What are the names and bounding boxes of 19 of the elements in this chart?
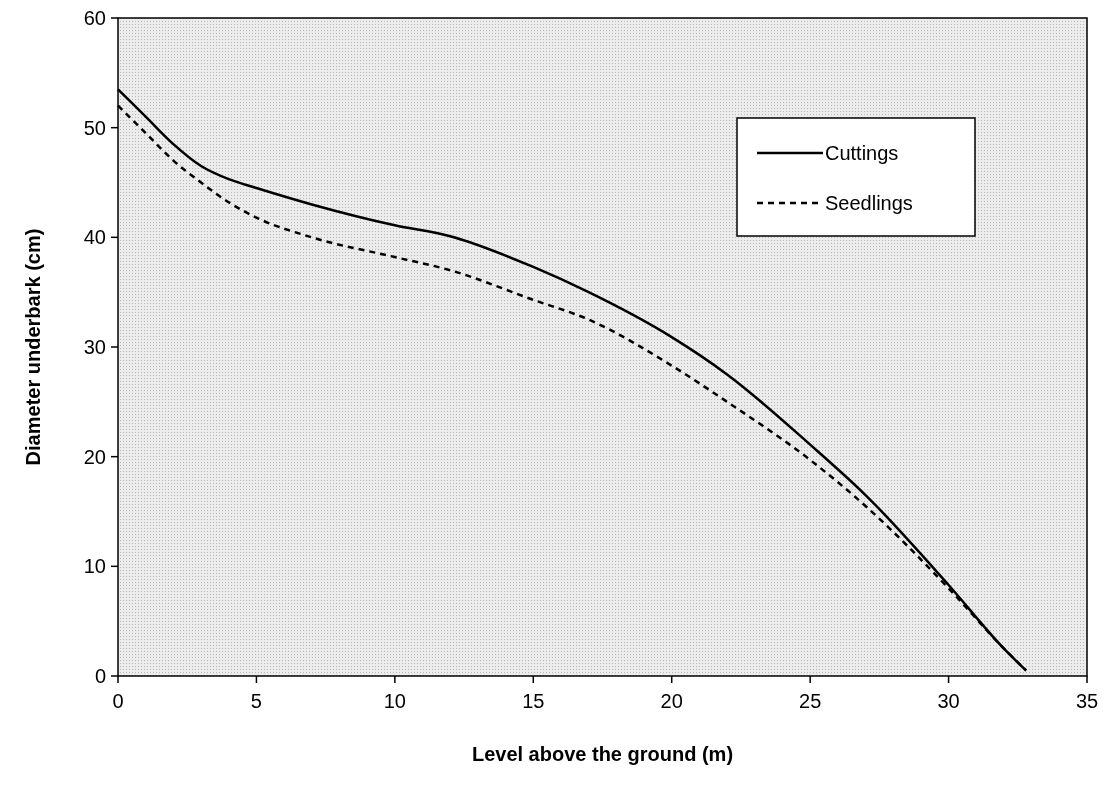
- legend-label: Cuttings: [825, 142, 899, 164]
- y-tick-label: 40: [83, 226, 106, 249]
- x-tick-label: 10: [383, 690, 406, 712]
- y-tick-label: 60: [83, 7, 106, 29]
- y-tick-label: 10: [83, 555, 106, 578]
- x-axis-title: Level above the ground (m): [471, 743, 734, 765]
- x-tick-label: 25: [799, 690, 822, 712]
- x-tick-label: 35: [1075, 690, 1099, 712]
- y-tick-label: 20: [83, 445, 106, 468]
- y-tick-label: 50: [83, 116, 106, 139]
- y-axis-title: Diameter underbark (cm): [22, 228, 44, 466]
- y-tick-label: 0: [94, 665, 106, 687]
- legend-label: Seedlings: [825, 192, 913, 214]
- x-tick-label: 15: [522, 690, 545, 712]
- x-tick-label: 5: [250, 690, 262, 712]
- x-tick-label: 0: [112, 690, 124, 712]
- y-tick-label: 30: [83, 336, 106, 358]
- x-tick-label: 30: [937, 690, 960, 712]
- x-tick-label: 20: [660, 690, 683, 712]
